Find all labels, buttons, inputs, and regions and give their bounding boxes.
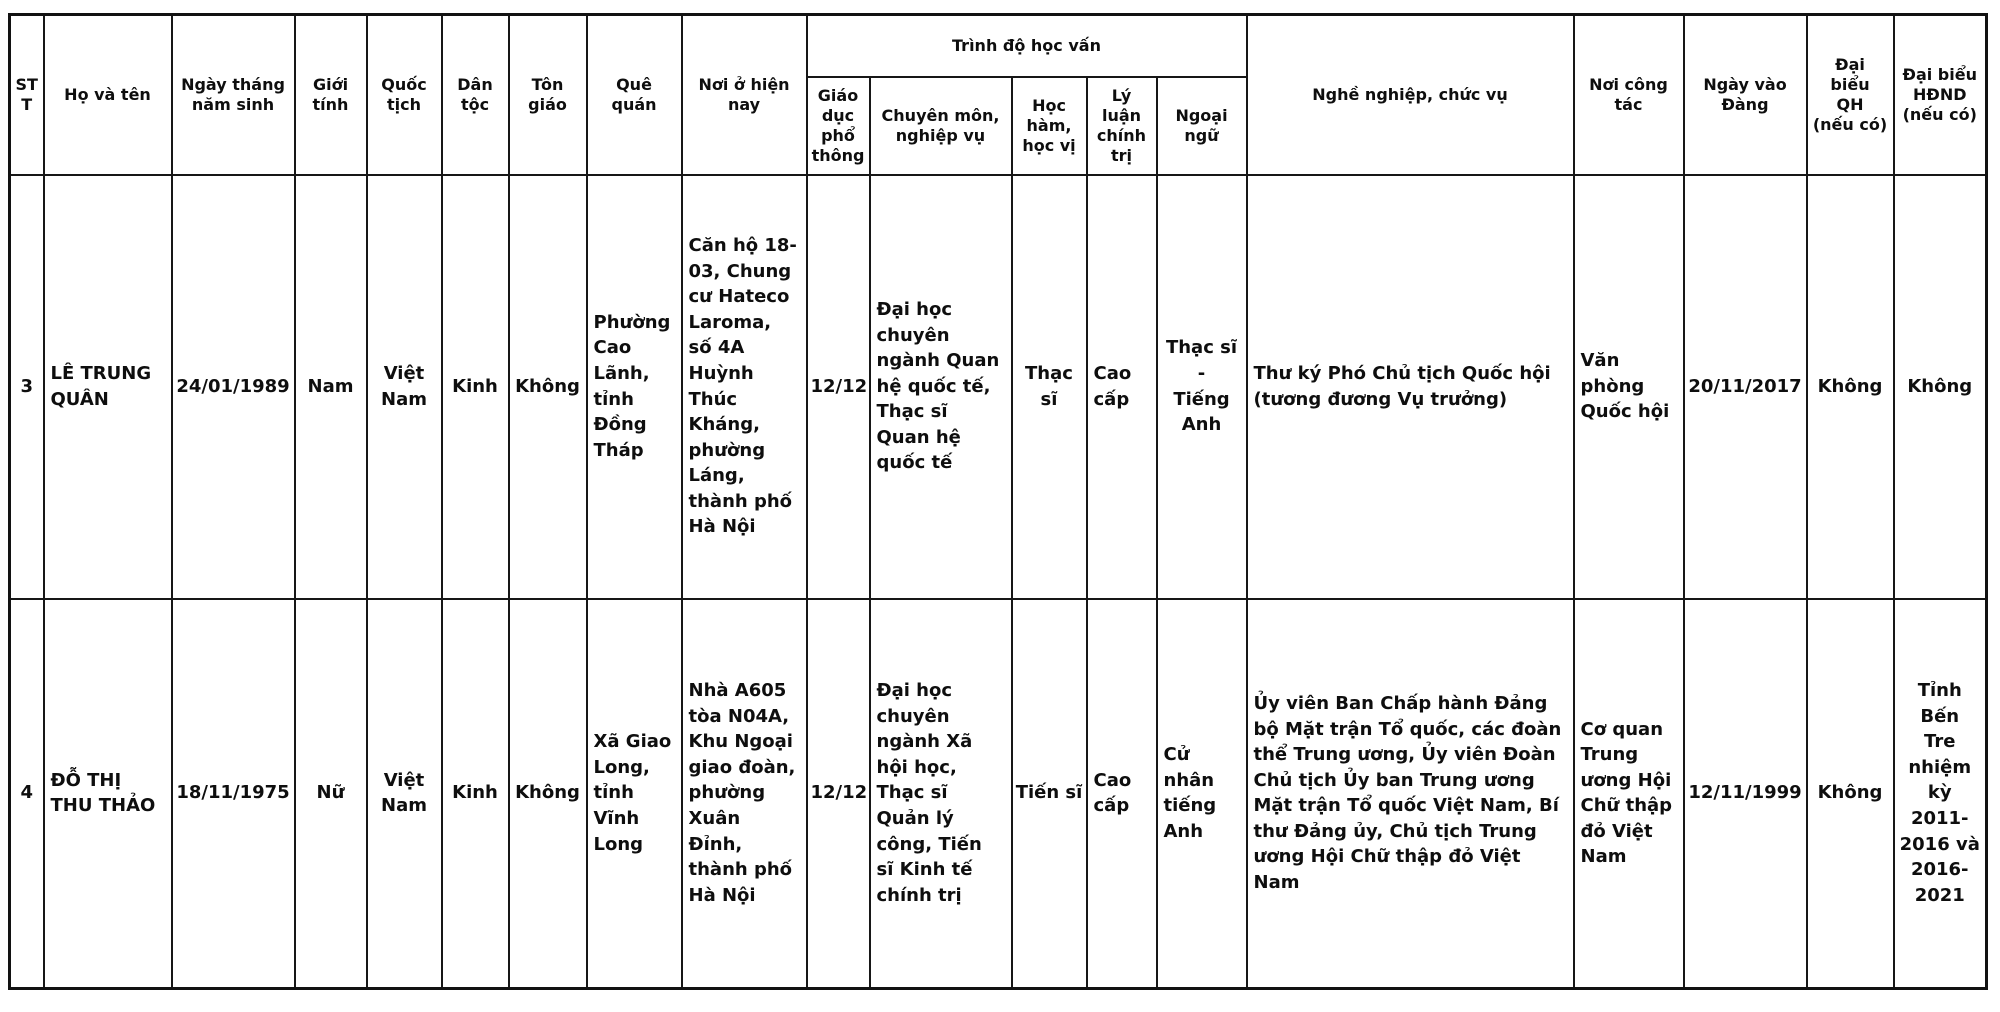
col-header-party-join-date: Ngày vào Đàng <box>1682 13 1808 176</box>
cell-foreign-language: Thạc sĩ - Tiếng Anh <box>1155 173 1248 600</box>
cell-occupation: Thư ký Phó Chủ tịch Quốc hội (tương đươn… <box>1245 173 1575 600</box>
col-header-occupation: Nghề nghiệp, chức vụ <box>1245 13 1575 176</box>
cell-academic: Tiến sĩ <box>1010 597 1088 990</box>
cell-pc-delegate: Không <box>1892 173 1988 600</box>
col-header-pc-delegate: Đại biểu HĐND (nếu có) <box>1892 13 1988 176</box>
col-header-workplace: Nơi công tác <box>1572 13 1685 176</box>
cell-hometown: Xã Giao Long, tỉnh Vĩnh Long <box>585 597 683 990</box>
cell-general-education: 12/12 <box>805 173 871 600</box>
cell-pc-delegate: Tỉnh Bến Tre nhiệm kỳ 2011- 2016 và 2016… <box>1892 597 1988 990</box>
cell-stt: 3 <box>8 173 45 600</box>
cell-ethnicity: Kinh <box>440 173 510 600</box>
col-header-religion: Tôn giáo <box>507 13 588 176</box>
cell-dob: 24/01/1989 <box>170 173 296 600</box>
cell-na-delegate: Không <box>1805 173 1895 600</box>
cell-hometown: Phường Cao Lãnh, tỉnh Đồng Tháp <box>585 173 683 600</box>
cell-general-education: 12/12 <box>805 597 871 990</box>
col-header-academic: Học hàm, học vị <box>1010 75 1088 176</box>
cell-party-join-date: 12/11/1999 <box>1682 597 1808 990</box>
cell-stt: 4 <box>8 597 45 990</box>
col-header-gender: Giới tính <box>293 13 368 176</box>
cell-political-theory: Cao cấp <box>1085 597 1158 990</box>
cell-dob: 18/11/1975 <box>170 597 296 990</box>
cell-academic: Thạc sĩ <box>1010 173 1088 600</box>
cell-foreign-language: Cử nhân tiếng Anh <box>1155 597 1248 990</box>
table-header: ST T Họ và tên Ngày tháng năm sinh Giới … <box>8 13 1988 176</box>
cell-religion: Không <box>507 597 588 990</box>
cell-workplace: Cơ quan Trung ương Hội Chữ thập đỏ Việt … <box>1572 597 1685 990</box>
col-header-ethnicity: Dân tộc <box>440 13 510 176</box>
col-header-hometown: Quê quán <box>585 13 683 176</box>
cell-workplace: Văn phòng Quốc hội <box>1572 173 1685 600</box>
cell-nationality: Việt Nam <box>365 597 443 990</box>
table-row: 4 ĐỖ THỊ THU THẢO 18/11/1975 Nữ Việt Nam… <box>8 597 1988 990</box>
cell-na-delegate: Không <box>1805 597 1895 990</box>
col-header-nationality: Quốc tịch <box>365 13 443 176</box>
col-header-education-group: Trình độ học vấn <box>805 13 1248 78</box>
cell-professional: Đại học chuyên ngành Xã hội học, Thạc sĩ… <box>868 597 1013 990</box>
cell-nationality: Việt Nam <box>365 173 443 600</box>
col-header-professional: Chuyên môn, nghiệp vụ <box>868 75 1013 176</box>
cell-political-theory: Cao cấp <box>1085 173 1158 600</box>
cell-religion: Không <box>507 173 588 600</box>
table-row: 3 LÊ TRUNG QUÂN 24/01/1989 Nam Việt Nam … <box>8 173 1988 600</box>
col-header-name: Họ và tên <box>42 13 173 176</box>
col-header-dob: Ngày tháng năm sinh <box>170 13 296 176</box>
delegates-table: ST T Họ và tên Ngày tháng năm sinh Giới … <box>8 13 1988 990</box>
col-header-political-theory: Lý luận chính trị <box>1085 75 1158 176</box>
col-header-foreign-language: Ngoại ngữ <box>1155 75 1248 176</box>
cell-residence: Căn hộ 18-03, Chung cư Hateco Laroma, số… <box>680 173 808 600</box>
table-body: 3 LÊ TRUNG QUÂN 24/01/1989 Nam Việt Nam … <box>8 173 1988 990</box>
cell-residence: Nhà A605 tòa N04A, Khu Ngoại giao đoàn, … <box>680 597 808 990</box>
cell-name: LÊ TRUNG QUÂN <box>42 173 173 600</box>
col-header-general-education: Giáo dục phổ thông <box>805 75 871 176</box>
cell-gender: Nữ <box>293 597 368 990</box>
cell-occupation: Ủy viên Ban Chấp hành Đảng bộ Mặt trận T… <box>1245 597 1575 990</box>
cell-professional: Đại học chuyên ngành Quan hệ quốc tế, Th… <box>868 173 1013 600</box>
col-header-na-delegate: Đại biểu QH (nếu có) <box>1805 13 1895 176</box>
col-header-stt: ST T <box>8 13 45 176</box>
cell-name: ĐỖ THỊ THU THẢO <box>42 597 173 990</box>
cell-gender: Nam <box>293 173 368 600</box>
cell-party-join-date: 20/11/2017 <box>1682 173 1808 600</box>
col-header-residence: Nơi ở hiện nay <box>680 13 808 176</box>
cell-ethnicity: Kinh <box>440 597 510 990</box>
